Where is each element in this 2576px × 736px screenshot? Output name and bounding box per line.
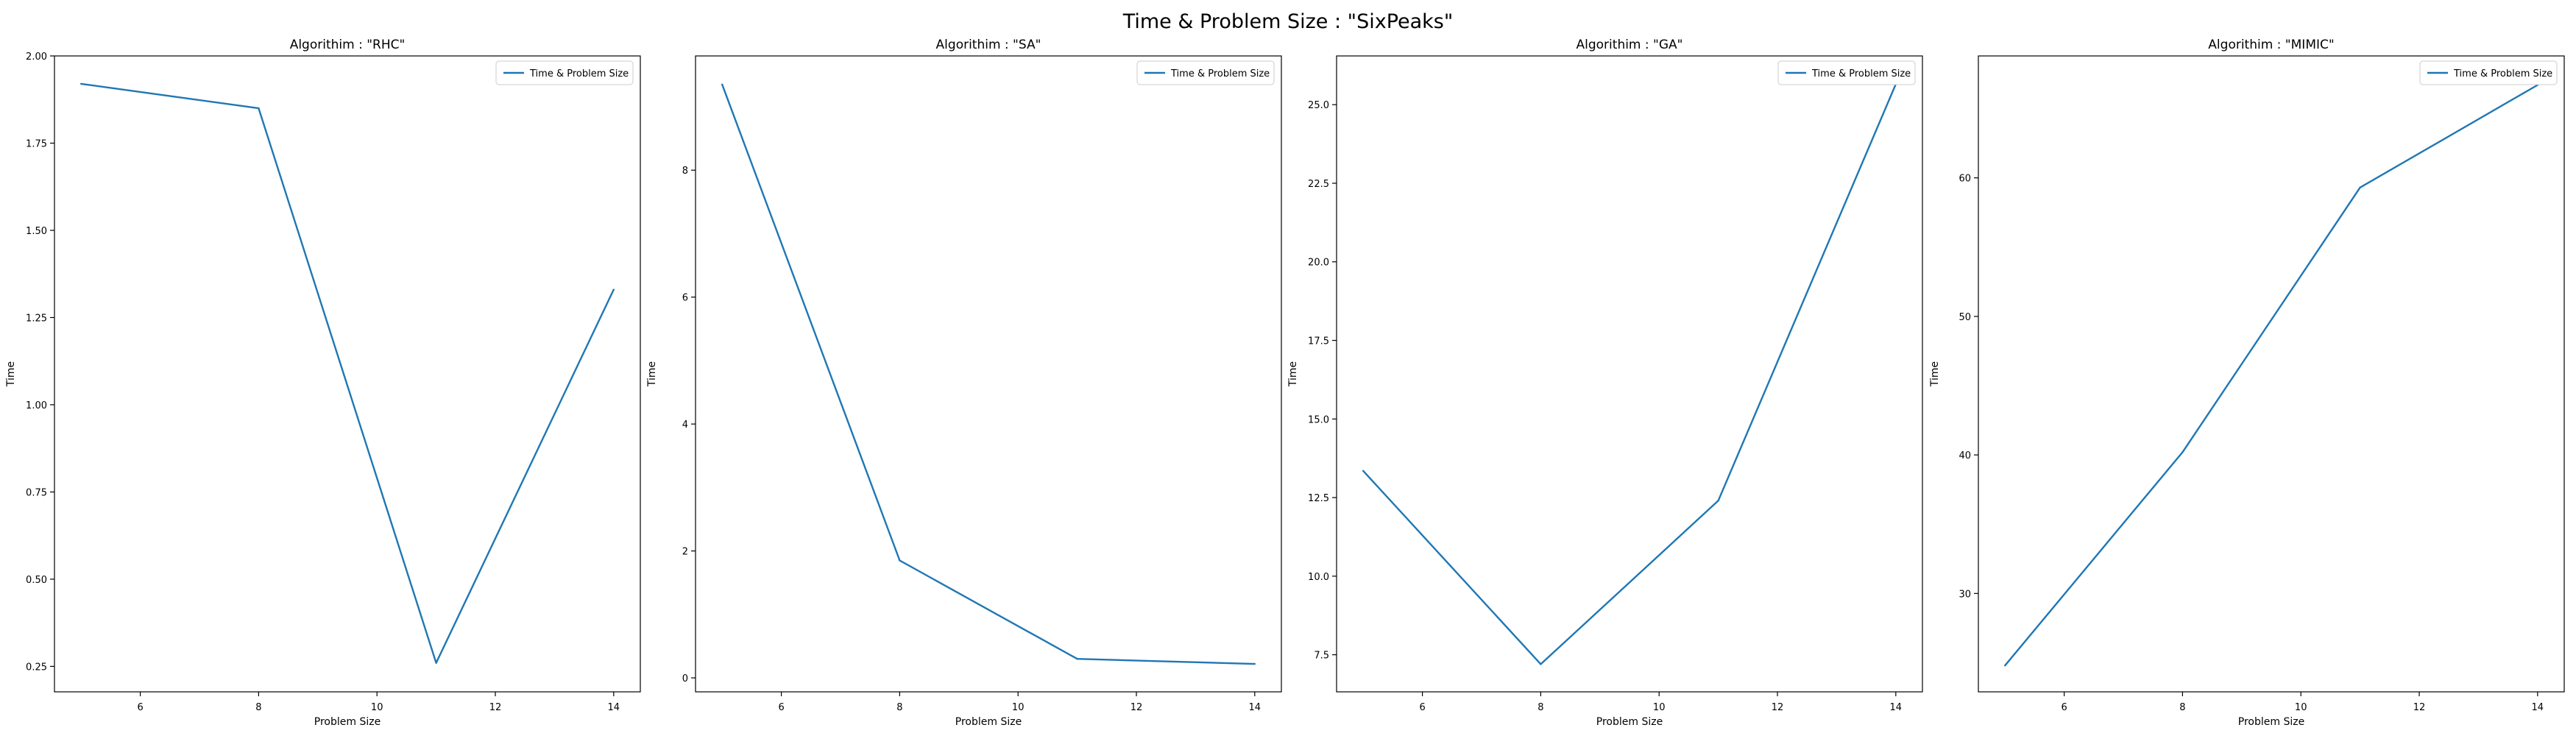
y-tick-label: 20.0 (1308, 258, 1329, 269)
series-line (81, 82, 615, 664)
data-point (721, 83, 723, 86)
legend-box (1136, 60, 1275, 85)
legend-label: Time & Problem Size (529, 68, 629, 79)
y-tick-label: 1.50 (26, 226, 47, 237)
legend-box (1777, 60, 1916, 85)
y-tick-label: 2.00 (26, 52, 47, 63)
legend-box (495, 60, 634, 85)
y-tick-label: 0 (682, 673, 688, 684)
subplot-title: Algorithim : "MIMIC" (2208, 38, 2334, 52)
data-point (2003, 665, 2006, 667)
subplot-title: Algorithim : "SA" (936, 38, 1041, 52)
y-tick-label: 0.25 (26, 662, 47, 673)
y-tick-label: 60 (1958, 174, 1971, 185)
data-point (1362, 470, 1365, 472)
x-tick-label: 8 (2179, 702, 2185, 713)
y-tick-label: 1.25 (26, 313, 47, 324)
x-tick-label: 6 (2061, 702, 2067, 713)
legend: Time & Problem Size (2419, 60, 2558, 85)
y-tick-label: 1.00 (26, 400, 47, 411)
legend: Time & Problem Size (495, 60, 634, 85)
legend-box (2419, 60, 2558, 85)
y-tick-label: 1.75 (26, 138, 47, 149)
x-tick-label: 6 (137, 702, 143, 713)
y-tick-label: 17.5 (1308, 336, 1329, 347)
y-axis-label: Time (1287, 361, 1299, 387)
subplot-title: Algorithim : "GA" (1577, 38, 1683, 52)
y-tick-label: 2 (682, 547, 688, 558)
y-tick-label: 30 (1958, 589, 1971, 600)
figure-title: Time & Problem Size : "SixPeaks" (1122, 10, 1454, 33)
axes-frame (1336, 55, 1923, 693)
legend-label: Time & Problem Size (1170, 68, 1270, 79)
x-tick-label: 10 (2295, 702, 2307, 713)
x-axis-label: Problem Size (1596, 716, 1663, 728)
x-axis-label: Problem Size (955, 716, 1022, 728)
data-point (1540, 663, 1542, 665)
x-tick-label: 6 (778, 702, 784, 713)
data-point (1717, 500, 1719, 502)
y-tick-label: 0.50 (26, 575, 47, 586)
data-point (2359, 186, 2361, 189)
legend-label: Time & Problem Size (2453, 68, 2552, 79)
axes-frame (54, 55, 641, 693)
x-tick-label: 10 (371, 702, 383, 713)
legend: Time & Problem Size (1136, 60, 1275, 85)
x-tick-label: 10 (1012, 702, 1025, 713)
x-tick-label: 14 (1890, 702, 1903, 713)
legend: Time & Problem Size (1777, 60, 1916, 85)
series-line (2004, 84, 2538, 666)
x-tick-label: 14 (608, 702, 620, 713)
axes-frame (695, 55, 1282, 693)
y-tick-label: 25.0 (1308, 100, 1329, 111)
y-tick-label: 4 (682, 420, 688, 431)
y-tick-label: 8 (682, 166, 688, 177)
data-point (1253, 662, 1256, 665)
data-point (1076, 657, 1078, 660)
x-tick-label: 12 (489, 702, 502, 713)
data-point (612, 289, 615, 291)
x-tick-label: 8 (255, 702, 261, 713)
y-axis-label: Time (646, 361, 658, 387)
data-point (435, 662, 437, 664)
y-tick-label: 0.75 (26, 487, 47, 498)
y-tick-label: 15.0 (1308, 414, 1329, 425)
y-tick-label: 50 (1958, 312, 1971, 323)
x-tick-label: 12 (1772, 702, 1784, 713)
series-line (1362, 83, 1897, 665)
y-axis-label: Time (5, 361, 17, 387)
x-tick-label: 6 (1419, 702, 1425, 713)
y-tick-label: 22.5 (1308, 179, 1329, 190)
y-tick-label: 12.5 (1308, 493, 1329, 504)
data-point (258, 107, 260, 110)
data-point (2182, 451, 2184, 453)
x-axis-label: Problem Size (314, 716, 381, 728)
x-tick-label: 8 (896, 702, 902, 713)
legend-label: Time & Problem Size (1811, 68, 1911, 79)
x-tick-label: 14 (1249, 702, 1262, 713)
subplot-title: Algorithim : "RHC" (290, 38, 406, 52)
y-tick-label: 7.5 (1314, 651, 1329, 662)
data-point (79, 82, 82, 85)
series-line (721, 84, 1255, 665)
y-tick-label: 6 (682, 293, 688, 304)
x-axis-label: Problem Size (2238, 716, 2304, 728)
axes-frame (1978, 55, 2565, 693)
x-tick-label: 12 (1130, 702, 1143, 713)
x-tick-label: 10 (1653, 702, 1666, 713)
x-tick-label: 12 (2413, 702, 2426, 713)
x-tick-label: 14 (2532, 702, 2544, 713)
y-tick-label: 10.0 (1308, 572, 1329, 583)
data-point (899, 559, 901, 562)
y-axis-label: Time (1929, 361, 1941, 387)
y-tick-label: 40 (1958, 450, 1971, 461)
x-tick-label: 8 (1538, 702, 1543, 713)
